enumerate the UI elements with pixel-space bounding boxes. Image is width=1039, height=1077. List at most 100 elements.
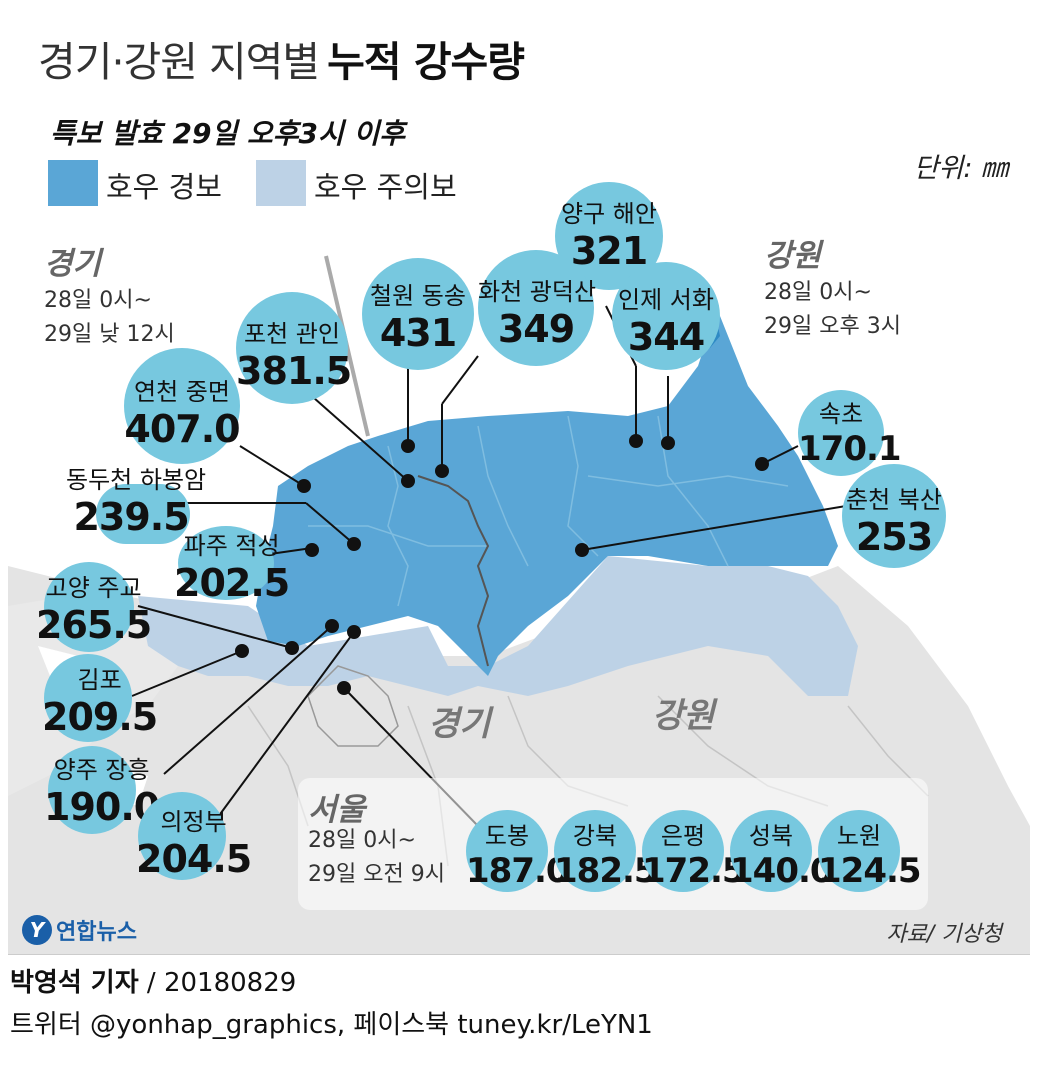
station-value: 349: [497, 307, 575, 351]
infographic-frame: 경기·강원 지역별 누적 강수량 특보 발효 29일 오후3시 이후 호우 경보 …: [8, 6, 1030, 955]
station-seongbuk: 성북 140.0: [730, 810, 834, 892]
province-boundary: [417, 475, 490, 667]
station-name: 은평: [660, 822, 706, 850]
station-name: 화천 광덕산: [478, 278, 597, 306]
station-dongducheon-bubble: [96, 484, 190, 544]
station-value: 431: [379, 311, 457, 355]
station-sokcho: 속초 170.1: [798, 390, 902, 476]
station-value: 182.5: [554, 851, 658, 891]
station-goyang-bubble: [44, 562, 134, 652]
station-name: 연천 중면: [134, 378, 230, 406]
map-label-gyeonggi: 경기: [428, 704, 491, 744]
page-title: 경기·강원 지역별 누적 강수량: [38, 28, 525, 88]
seoul-boundary: [307, 665, 399, 747]
station-name: 강북: [572, 822, 618, 850]
station-name: 포천 관인: [244, 320, 340, 348]
period-line: 29일 오전 9시: [308, 862, 445, 887]
station-value: 170.1: [798, 429, 902, 469]
station-dots: [235, 434, 769, 695]
legend-label-warning: 호우 경보: [106, 170, 222, 204]
station-name: 노원: [836, 822, 882, 850]
map-label-gangwon: 강원: [652, 696, 715, 736]
warning-area: [256, 316, 838, 676]
period-line: 29일 낮 12시: [44, 322, 175, 347]
station-value: 381.5: [236, 349, 352, 393]
station-hwacheon-gwangdeoksan: 화천 광덕산 349: [478, 250, 597, 366]
leader-lines: [131, 305, 859, 837]
period-line: 28일 0시~: [764, 280, 872, 305]
reporter-name: 박영석 기자: [10, 968, 139, 998]
station-value: 253: [855, 515, 933, 559]
station-gimpo-bubble: [44, 654, 132, 742]
region-gyeonggi-period: 28일 0시~ 29일 낮 12시: [44, 284, 175, 352]
subtitle: 특보 발효 29일 오후3시 이후: [50, 117, 406, 150]
station-value: 321: [570, 229, 648, 273]
station-value: 344: [627, 315, 705, 359]
station-eunpyeong: 은평 172.5: [642, 810, 746, 892]
legend-swatch-warning: [48, 160, 98, 206]
station-yeoncheon-jungmyeon: 연천 중면 407.0: [124, 348, 241, 464]
station-value: 202.5: [174, 561, 290, 605]
station-name: 철원 동송: [370, 282, 466, 310]
yonhap-logo: Y 연합뉴스: [22, 914, 137, 946]
station-value: 265.5: [36, 603, 152, 647]
station-uijeongbu-bubble: [138, 792, 226, 880]
region-gangwon-title: 강원: [764, 238, 822, 274]
region-gyeonggi-title: 경기: [44, 246, 102, 282]
station-yanggu-haean: 양구 해안 321: [555, 182, 663, 290]
station-name: 양구 해안: [561, 200, 657, 228]
station-name: 고양 주교: [45, 574, 142, 602]
period-line: 28일 0시~: [44, 288, 152, 313]
title-bold: 누적 강수량: [327, 38, 525, 86]
period-line: 28일 0시~: [308, 828, 416, 853]
region-gangwon-period: 28일 0시~ 29일 오후 3시: [764, 276, 901, 344]
district-lines: [308, 415, 789, 607]
station-gangbuk: 강북 182.5: [554, 810, 658, 892]
station-paju-jeokseong: 파주 적성 202.5: [174, 526, 290, 605]
station-cheorwon-dongsong: 철원 동송 431: [362, 258, 474, 370]
region-seoul-title: 서울: [308, 792, 366, 828]
station-gimpo: 김포 209.5: [42, 660, 158, 739]
sns-line: 트위터 @yonhap_graphics, 페이스북 tuney.kr/LeYN…: [10, 1010, 653, 1040]
station-name: 인제 서화: [618, 286, 714, 314]
station-name: 김포: [77, 666, 122, 694]
station-value: 407.0: [124, 407, 240, 451]
station-dongducheon-habongam: 동두천 하봉암 239.5: [66, 460, 206, 539]
station-yangju-bubble: [48, 746, 136, 834]
station-value: 204.5: [136, 837, 252, 881]
station-name: 양주 장흥: [53, 756, 150, 784]
title-light: 경기·강원 지역별: [38, 38, 320, 86]
station-name: 성북: [748, 822, 794, 850]
station-value: 124.5: [818, 851, 922, 891]
station-paju-bubble: [178, 526, 274, 600]
station-value: 239.5: [73, 495, 189, 539]
legend-label-advisory: 호우 주의보: [314, 170, 457, 204]
station-uijeongbu: 의정부 204.5: [136, 802, 252, 881]
station-value: 140.0: [730, 851, 834, 891]
yonhap-logo-icon: Y: [22, 915, 52, 945]
credit-date: / 20180829: [138, 968, 297, 998]
unit-label: 단위: ㎜: [913, 153, 1008, 184]
logo-text: 연합뉴스: [56, 920, 137, 945]
station-name: 동두천 하봉암: [66, 466, 207, 494]
station-name: 춘천 북산: [846, 486, 942, 514]
station-pocheon-gwanin: 포천 관인 381.5: [236, 292, 352, 404]
station-chuncheon-buksan: 춘천 북산 253: [842, 464, 946, 568]
period-line: 29일 오후 3시: [764, 314, 901, 339]
station-name: 속초: [818, 400, 864, 428]
source-label: 자료/ 기상청: [886, 922, 1002, 947]
station-value: 187.0: [466, 851, 570, 891]
station-nowon: 노원 124.5: [818, 810, 922, 892]
advisory-area: [138, 556, 858, 696]
station-name: 의정부: [160, 808, 227, 836]
legend-swatch-advisory: [256, 160, 306, 206]
credit-line: 박영석 기자 / 20180829: [10, 962, 296, 999]
station-name: 파주 적성: [183, 532, 280, 560]
station-goyang-jugyo: 고양 주교 265.5: [36, 568, 152, 647]
station-inje-seohwa: 인제 서화 344: [612, 262, 720, 370]
station-value: 209.5: [42, 695, 158, 739]
station-name: 도봉: [484, 822, 530, 850]
station-value: 172.5: [642, 851, 746, 891]
station-dobong: 도봉 187.0: [466, 810, 570, 892]
station-yangju-jangheung: 양주 장흥 190.0: [44, 750, 160, 829]
